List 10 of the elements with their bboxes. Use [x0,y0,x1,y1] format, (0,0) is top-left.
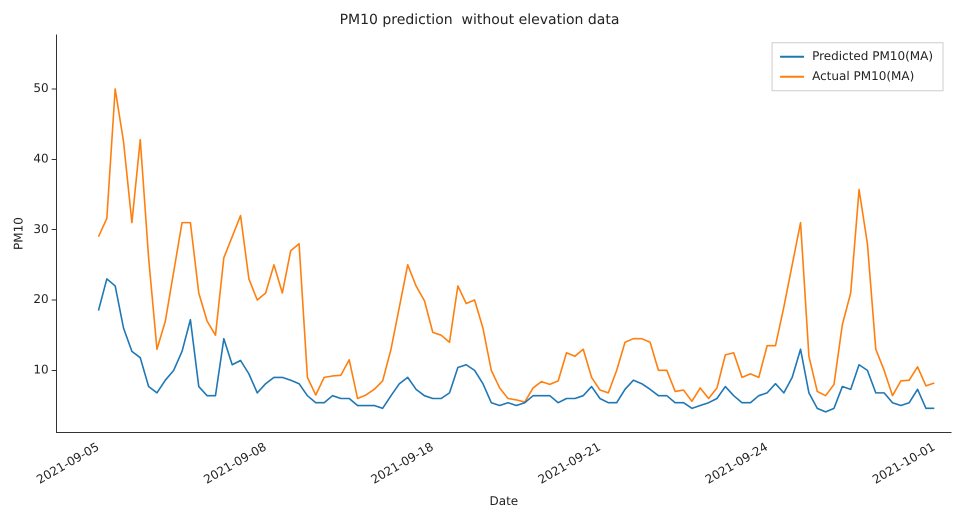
y-tick-label: 30 [33,222,49,236]
y-tick-label: 10 [33,362,49,376]
y-tick-label: 20 [33,292,49,306]
chart-title: PM10 prediction without elevation data [340,12,620,28]
y-tick-label: 40 [33,151,49,166]
y-axis-title: PM10 [11,217,26,250]
y-tick-label: 50 [33,81,49,96]
x-axis-title: Date [489,494,518,508]
legend-label: Actual PM10(MA) [812,68,914,83]
legend-label: Predicted PM10(MA) [812,48,934,63]
